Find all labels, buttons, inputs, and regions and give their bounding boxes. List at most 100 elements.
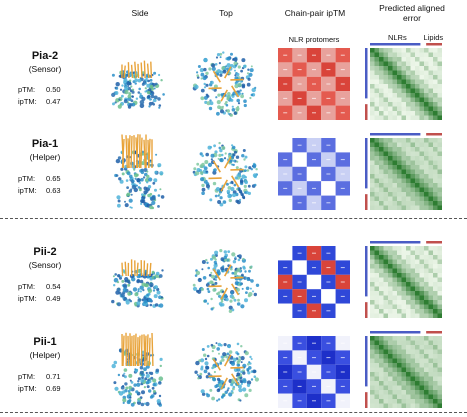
helix-ring (231, 85, 240, 98)
pae-cell (406, 246, 411, 251)
pae-cell (406, 57, 411, 62)
iptm-cell-value (340, 342, 345, 344)
pae-cell (397, 259, 402, 264)
pae-cell (415, 390, 420, 395)
pae-cell (406, 255, 411, 260)
structure-atom (149, 282, 154, 288)
pae-cell (401, 394, 406, 399)
pae-cell (428, 102, 433, 107)
pae-cell (419, 309, 424, 314)
pae-cell (397, 48, 402, 53)
pae-cell (379, 79, 384, 84)
pae-cell (374, 367, 379, 372)
structure-atom (246, 367, 250, 372)
structure-atom (155, 271, 160, 276)
structure-atom (224, 152, 227, 155)
pae-cell (433, 97, 438, 102)
structure-atom (250, 279, 254, 283)
structure-atom (247, 68, 250, 71)
pae-cell (401, 174, 406, 179)
structure-atom (229, 113, 233, 117)
helix-stalk (134, 61, 137, 79)
pae-cell (437, 255, 442, 260)
pae-cell (406, 84, 411, 89)
structure-atom (123, 372, 126, 375)
pae-cell (392, 151, 397, 156)
structure-atom (228, 198, 232, 203)
iptm-cell-value (326, 187, 331, 189)
structure-atom (220, 153, 224, 157)
pae-cell (397, 165, 402, 170)
structure-atom (153, 294, 158, 299)
pae-cell (374, 187, 379, 192)
structure-atom (216, 292, 220, 296)
model-label-block: Pia-2 (Sensor) pTM: 0.50 ipTM: 0.47 (0, 50, 90, 120)
pae-cell (397, 304, 402, 309)
pae-cell (388, 282, 393, 287)
structure-atom (210, 343, 214, 347)
iptm-cell-value (340, 144, 345, 146)
side-view-structure (111, 60, 165, 109)
pae-cell (379, 178, 384, 183)
structure-atom (134, 292, 139, 297)
structure-atom (219, 196, 223, 200)
pae-cell (433, 201, 438, 206)
pae-cell (428, 354, 433, 359)
pae-cell (410, 345, 415, 350)
structure-atom (234, 256, 237, 259)
structure-atom (127, 86, 131, 91)
structure-atom (215, 187, 220, 192)
structure-atom (233, 298, 237, 302)
pae-cell (428, 295, 433, 300)
pae-cell (401, 57, 406, 62)
pae-cell (388, 183, 393, 188)
structure-atom (228, 346, 231, 349)
pae-cell (397, 403, 402, 408)
structure-atom (148, 298, 153, 303)
ptm-metric: pTM: 0.65 (18, 174, 61, 183)
structure-atom (134, 82, 137, 85)
structure-atom (137, 298, 142, 303)
pae-cell (383, 268, 388, 273)
structure-atom (124, 90, 129, 95)
pae-cell (374, 142, 379, 147)
iptm-cell-value (312, 97, 316, 99)
pae-cell (424, 277, 429, 282)
pae-cell (437, 75, 442, 80)
pae-cell (379, 264, 384, 269)
structure-atom (139, 92, 142, 96)
pae-cell (433, 84, 438, 89)
structure-atom (117, 373, 121, 377)
pae-cell (410, 300, 415, 305)
pae-cell (397, 255, 402, 260)
structure-atom (200, 367, 204, 371)
pae-cell (388, 358, 393, 363)
pae-subheader-lipids: Lipids (424, 33, 444, 42)
ptm-value: 0.71 (46, 372, 61, 381)
pae-cell (406, 142, 411, 147)
structure-atom (127, 85, 130, 87)
helix-stalk (151, 332, 154, 367)
helix-stalk (122, 335, 125, 367)
pae-cell (401, 147, 406, 152)
iptm-cell-value (312, 144, 316, 146)
pae-cell (392, 273, 397, 278)
pae-cell (397, 349, 402, 354)
structure-atom (117, 274, 121, 278)
pae-cell (397, 79, 402, 84)
pae-cell (370, 340, 375, 345)
pae-cell (374, 376, 379, 381)
pae-cell (424, 282, 429, 287)
pae-cell (401, 187, 406, 192)
structure-atom (134, 368, 137, 371)
pae-bar-lipids-side (365, 104, 368, 120)
structure-atom (239, 89, 242, 92)
helix-stalk (121, 138, 125, 169)
pae-cell (388, 304, 393, 309)
pae-cell (406, 174, 411, 179)
pae-cell (415, 156, 420, 161)
iptm-cell-value (283, 144, 288, 146)
pae-cell (415, 61, 420, 66)
pae-cell (370, 313, 375, 318)
pae-cell (428, 48, 433, 53)
